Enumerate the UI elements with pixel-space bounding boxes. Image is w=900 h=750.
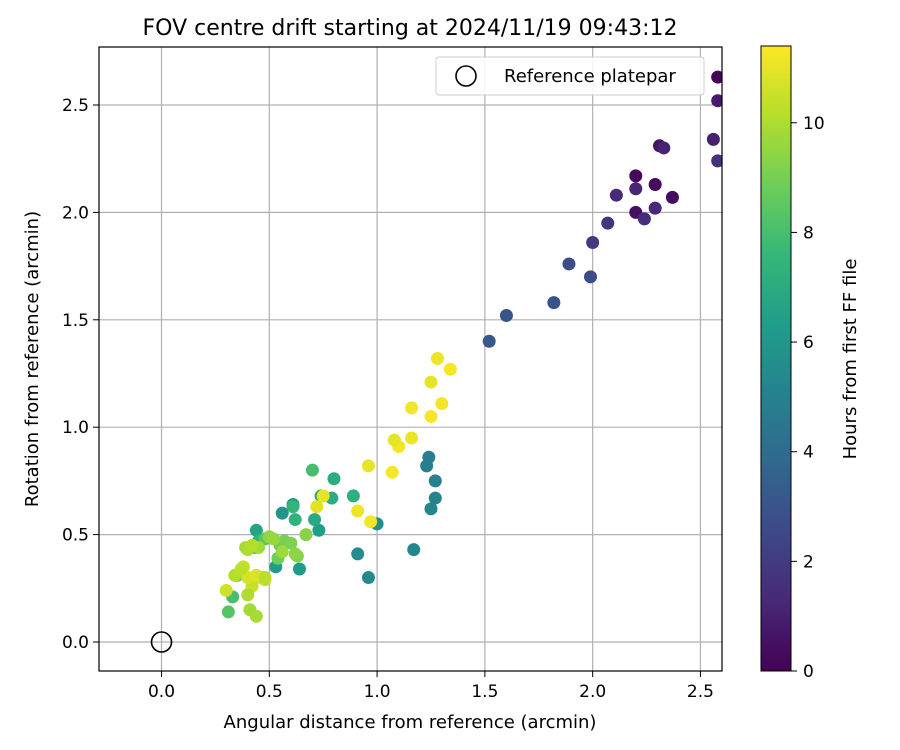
- data-point: [245, 538, 259, 552]
- data-point: [657, 141, 671, 155]
- chart-title: FOV centre drift starting at 2024/11/19 …: [143, 16, 678, 41]
- data-point: [424, 502, 438, 516]
- data-point: [219, 583, 233, 597]
- y-axis-ticks: 0.0 0.5 1.0 1.5 2.0 2.5: [62, 96, 99, 653]
- data-point: [258, 571, 272, 585]
- y-tick-label: 0.5: [62, 526, 89, 546]
- data-point: [361, 459, 375, 473]
- data-point: [308, 513, 322, 527]
- y-tick-label: 2.5: [62, 96, 89, 116]
- x-axis-ticks: 0.0 0.5 1.0 1.5 2.0 2.5: [148, 671, 714, 702]
- data-point: [665, 190, 679, 204]
- data-point: [443, 362, 457, 376]
- colorbar-tick-label: 2: [803, 552, 814, 572]
- data-point: [249, 609, 263, 623]
- data-point: [288, 547, 302, 561]
- reference-platepar-marker: [150, 631, 173, 653]
- data-point: [499, 309, 513, 323]
- data-point: [482, 334, 496, 348]
- data-point: [637, 212, 651, 226]
- colorbar-tick-label: 10: [803, 114, 825, 134]
- data-point: [241, 588, 255, 602]
- data-point: [609, 188, 623, 202]
- data-point: [586, 235, 600, 249]
- data-point: [234, 562, 248, 576]
- data-point: [629, 169, 643, 183]
- data-point: [305, 463, 319, 477]
- colorbar: 0 2 4 6 8 10 Hours from first FF file: [760, 45, 861, 682]
- legend-marker-icon: [455, 65, 477, 87]
- legend: Reference platepar: [435, 56, 705, 96]
- legend-box: [435, 56, 705, 96]
- x-tick-label: 2.5: [687, 682, 714, 702]
- colorbar-gradient: [760, 45, 792, 672]
- data-point: [284, 536, 298, 550]
- data-point: [407, 543, 421, 557]
- y-tick-label: 1.0: [62, 418, 89, 438]
- data-point: [405, 401, 419, 415]
- data-point: [706, 132, 720, 146]
- plot-frame: [98, 46, 723, 672]
- colorbar-label: Hours from first FF file: [840, 259, 861, 460]
- data-point: [711, 154, 722, 168]
- data-point: [221, 605, 235, 619]
- y-tick-label: 2.0: [62, 203, 89, 223]
- data-point: [387, 433, 401, 447]
- data-point: [351, 504, 365, 518]
- y-tick-label: 0.0: [62, 633, 89, 653]
- colorbar-tick-label: 8: [803, 223, 814, 243]
- data-point: [327, 472, 341, 486]
- data-point: [361, 571, 375, 585]
- data-points: [219, 70, 722, 623]
- y-axis-label: Rotation from reference (arcmin): [22, 211, 43, 507]
- legend-label: Reference platepar: [504, 66, 676, 87]
- data-point: [428, 474, 442, 488]
- data-point: [435, 397, 449, 411]
- data-point: [312, 523, 326, 537]
- data-point: [562, 257, 576, 271]
- data-point: [267, 532, 281, 546]
- data-point: [288, 513, 302, 527]
- data-point: [648, 201, 662, 215]
- x-tick-label: 0.0: [148, 682, 175, 702]
- data-point: [601, 216, 615, 230]
- data-point: [275, 506, 289, 520]
- data-point: [299, 528, 313, 542]
- data-point: [316, 489, 330, 503]
- data-point: [292, 562, 306, 576]
- colorbar-tick-label: 6: [803, 333, 814, 353]
- data-point: [711, 94, 722, 108]
- data-point: [424, 409, 438, 423]
- data-point: [346, 489, 360, 503]
- colorbar-tick-label: 4: [803, 443, 814, 463]
- data-point: [430, 351, 444, 365]
- x-tick-label: 1.5: [471, 682, 498, 702]
- y-tick-label: 1.5: [62, 311, 89, 331]
- data-point: [275, 545, 289, 559]
- data-point: [584, 270, 598, 284]
- data-point: [629, 182, 643, 196]
- data-point: [351, 547, 365, 561]
- data-point: [648, 177, 662, 191]
- colorbar-ticks: 0 2 4 6 8 10: [791, 114, 825, 682]
- x-axis-label: Angular distance from reference (arcmin): [224, 712, 597, 733]
- data-point: [547, 296, 561, 310]
- data-point: [420, 459, 434, 473]
- data-point: [424, 375, 438, 389]
- colorbar-tick-label: 0: [803, 662, 814, 682]
- data-point: [405, 431, 419, 445]
- data-point: [711, 70, 722, 84]
- data-point: [364, 515, 378, 529]
- data-point: [286, 500, 300, 514]
- x-tick-label: 0.5: [256, 682, 283, 702]
- x-tick-label: 2.0: [579, 682, 606, 702]
- grid: [99, 47, 722, 671]
- data-point: [428, 491, 442, 505]
- data-point: [385, 465, 399, 479]
- data-point: [310, 500, 324, 514]
- x-tick-label: 1.0: [364, 682, 391, 702]
- data-point: [249, 523, 263, 537]
